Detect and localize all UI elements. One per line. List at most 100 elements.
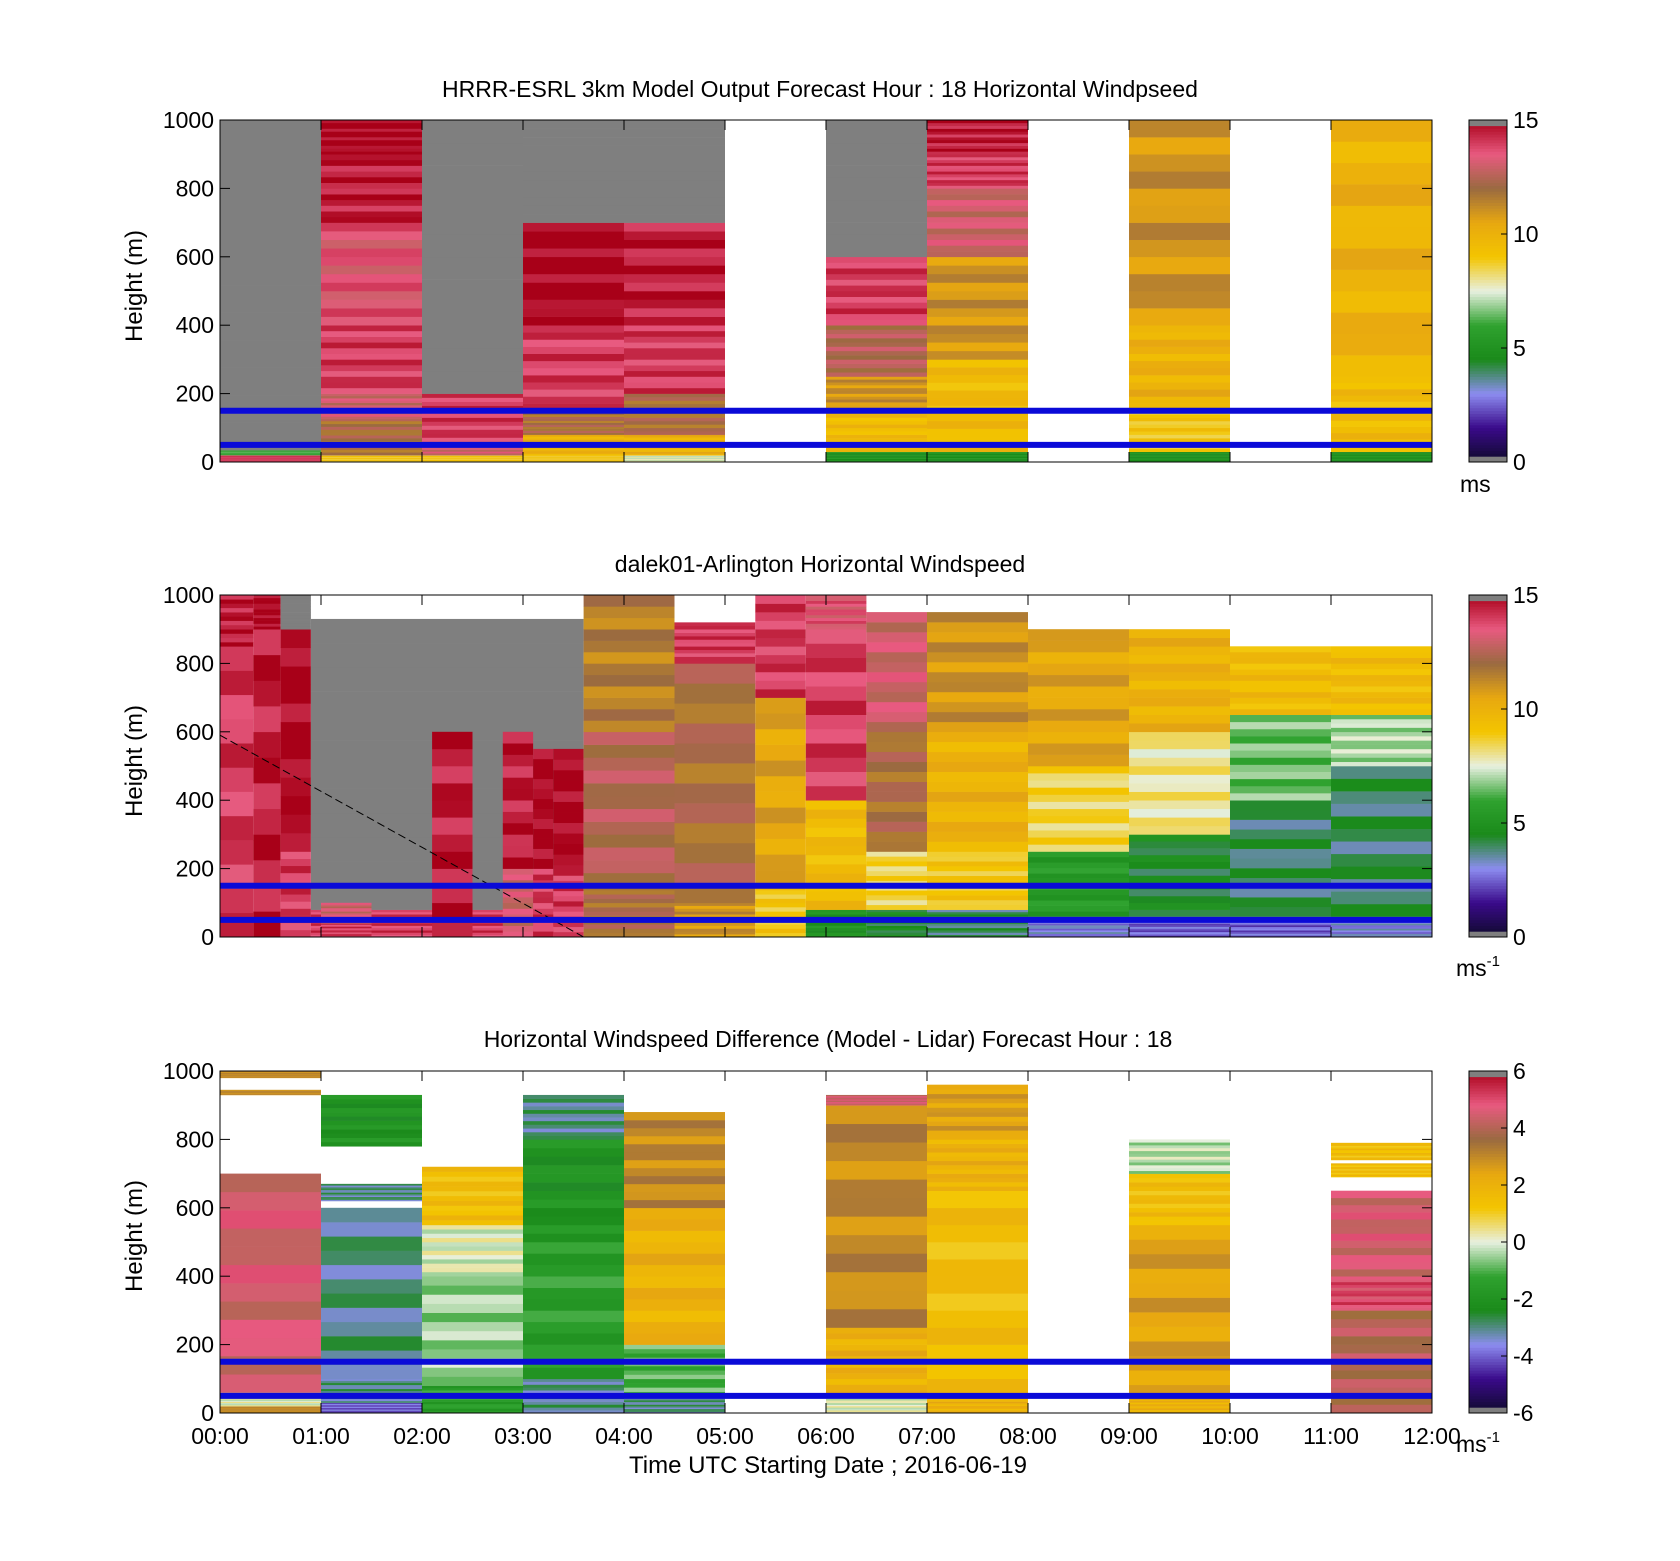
heatmap-cell — [1129, 154, 1230, 172]
heatmap-cell — [805, 714, 867, 730]
heatmap-cell — [755, 854, 806, 871]
heatmap-cell — [927, 342, 1028, 352]
heatmap-cell — [220, 1093, 321, 1094]
heatmap-cell — [1129, 841, 1230, 849]
heatmap-cell — [220, 1073, 321, 1075]
colorbar-cell — [1469, 242, 1507, 246]
heatmap-cell — [826, 1098, 927, 1100]
heatmap-cell — [624, 414, 725, 418]
colorbar-cell — [1469, 751, 1507, 755]
heatmap-cell — [826, 1400, 927, 1402]
colorbar-cell — [1469, 1093, 1507, 1098]
colorbar-cell — [1469, 1273, 1507, 1277]
heatmap-cell — [624, 448, 725, 451]
colorbar-cell — [1469, 1375, 1507, 1380]
heatmap-cell — [220, 607, 254, 613]
heatmap-cell — [422, 448, 523, 450]
colorbar-cell — [1469, 854, 1507, 858]
heatmap-cell — [826, 222, 927, 235]
heatmap-cell — [583, 617, 675, 630]
heatmap-cell — [927, 1190, 1028, 1209]
colorbar-cell — [1469, 1230, 1507, 1234]
heatmap-cell — [1331, 389, 1432, 396]
colorbar-cell — [1469, 216, 1507, 221]
heatmap-cell — [321, 137, 422, 141]
x-tick-label: 02:00 — [393, 1423, 451, 1449]
heatmap-cell — [927, 1405, 1028, 1408]
colorbar-cell — [1469, 299, 1507, 303]
heatmap-cell — [1028, 823, 1129, 831]
heatmap-cell — [927, 851, 1028, 857]
heatmap-cell — [826, 1100, 927, 1103]
heatmap-cell — [220, 1410, 321, 1412]
heatmap-cell — [927, 291, 1028, 300]
heatmap-cell — [1129, 663, 1230, 673]
heatmap-cell — [220, 459, 321, 461]
heatmap-cell — [422, 449, 523, 451]
heatmap-cell — [624, 336, 725, 343]
heatmap-cell — [826, 390, 927, 394]
heatmap-cell — [220, 1090, 321, 1091]
heatmap-cell — [220, 459, 321, 461]
heatmap-cell — [624, 459, 725, 461]
colorbar-cell — [1469, 885, 1507, 889]
colorbar-cell — [1469, 865, 1507, 869]
heatmap-cell — [624, 1401, 725, 1404]
heatmap-cell — [422, 458, 523, 460]
colorbar-cell — [1469, 122, 1507, 127]
heatmap-cell — [1331, 718, 1432, 724]
heatmap-cell — [927, 761, 1028, 772]
colorbar-cell — [1469, 365, 1507, 369]
colorbar-cell — [1469, 1287, 1507, 1291]
heatmap-cell — [1129, 1220, 1230, 1226]
heatmap-cell — [624, 370, 725, 377]
colorbar-cell — [1469, 728, 1507, 733]
heatmap-cell — [826, 1197, 927, 1217]
colorbar-cell — [1469, 914, 1507, 918]
heatmap-cell — [422, 1171, 523, 1177]
heatmap-cell — [280, 740, 311, 760]
heatmap-cell — [321, 456, 422, 458]
heatmap-cell — [1331, 1148, 1432, 1151]
heatmap-cell — [280, 908, 311, 916]
heatmap-cell — [253, 620, 281, 624]
heatmap-cell — [927, 932, 1028, 936]
heatmap-cell — [927, 458, 1028, 460]
heatmap-cell — [321, 291, 422, 300]
heatmap-cell — [624, 1383, 725, 1388]
colorbar-cell — [1469, 1096, 1507, 1100]
heatmap-cell — [220, 670, 254, 696]
heatmap-cell — [422, 454, 523, 456]
heatmap-cell — [220, 1074, 321, 1076]
heatmap-cell — [624, 231, 725, 240]
heatmap-cell — [583, 924, 675, 929]
heatmap-cell — [1129, 1173, 1230, 1179]
colorbar-cell — [1469, 848, 1507, 852]
heatmap-cell — [624, 397, 725, 401]
heatmap-cell — [1129, 171, 1230, 189]
heatmap-cell — [1331, 803, 1432, 817]
colorbar-cell — [1469, 862, 1507, 867]
colorbar-unit: ms — [1460, 471, 1491, 497]
heatmap-cell — [1331, 1318, 1432, 1328]
heatmap-cell — [805, 827, 867, 837]
heatmap-cell — [624, 457, 725, 459]
heatmap-cell — [280, 595, 311, 599]
colorbar-cell — [1469, 831, 1507, 835]
colorbar-cell — [1469, 379, 1507, 383]
heatmap-cell — [321, 1183, 422, 1186]
x-tick-label: 05:00 — [696, 1423, 754, 1449]
heatmap-cell — [523, 145, 624, 155]
heatmap-cell — [1028, 640, 1129, 653]
heatmap-cell — [523, 459, 624, 461]
colorbar-cell — [1469, 1364, 1507, 1368]
heatmap-cell — [422, 1367, 523, 1377]
heatmap-cell — [624, 205, 725, 215]
heatmap-cell — [583, 902, 675, 908]
colorbar-cell — [1469, 626, 1507, 630]
heatmap-cell — [866, 890, 927, 896]
heatmap-cell — [866, 841, 927, 852]
heatmap-cell — [755, 889, 806, 895]
heatmap-cell — [1129, 1341, 1230, 1357]
heatmap-cell — [927, 350, 1028, 360]
